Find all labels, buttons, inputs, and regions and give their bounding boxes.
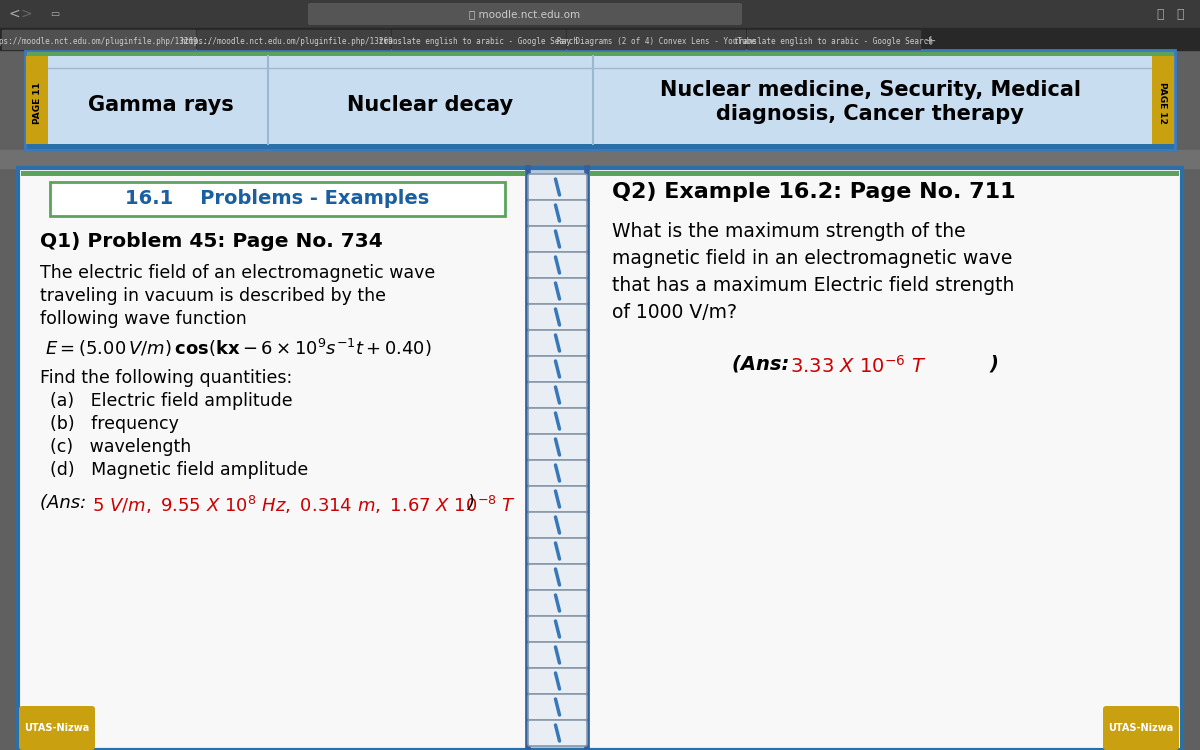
Text: translate english to arabic - Google Search: translate english to arabic - Google Sea… [734, 37, 932, 46]
Text: The electric field of an electromagnetic wave: The electric field of an electromagnetic… [40, 264, 436, 282]
FancyBboxPatch shape [528, 330, 587, 356]
Text: What is the maximum strength of the: What is the maximum strength of the [612, 222, 966, 241]
FancyBboxPatch shape [528, 252, 587, 278]
Bar [0, 0, 1200, 28]
FancyBboxPatch shape [528, 434, 587, 460]
FancyBboxPatch shape [528, 460, 587, 486]
Bar [18, 168, 1182, 750]
Text: ⎘: ⎘ [1157, 8, 1164, 20]
Text: PAGE 12: PAGE 12 [1158, 82, 1168, 124]
FancyBboxPatch shape [528, 200, 587, 226]
Text: ): ) [467, 494, 474, 512]
Bar [25, 50, 1175, 150]
Text: that has a maximum Electric field strength: that has a maximum Electric field streng… [612, 276, 1014, 295]
FancyBboxPatch shape [528, 668, 587, 694]
Text: <: < [8, 7, 20, 21]
Text: (a)   Electric field amplitude: (a) Electric field amplitude [50, 392, 293, 410]
Text: Q2) Example 16.2: Page No. 711: Q2) Example 16.2: Page No. 711 [612, 182, 1015, 202]
Bar [568, 30, 745, 49]
Text: Q1) Problem 45: Page No. 734: Q1) Problem 45: Page No. 734 [40, 232, 383, 251]
FancyBboxPatch shape [528, 304, 587, 330]
Text: $\mathit{3.33\ X\ 10^{-6}\ T}$: $\mathit{3.33\ X\ 10^{-6}\ T}$ [790, 355, 926, 377]
Text: diagnosis, Cancer therapy: diagnosis, Cancer therapy [716, 104, 1024, 124]
FancyBboxPatch shape [528, 564, 587, 590]
Text: ): ) [990, 355, 998, 374]
Bar [25, 144, 1175, 150]
Text: Ray Diagrams (2 of 4) Convex Lens - YouTube: Ray Diagrams (2 of 4) Convex Lens - YouT… [557, 37, 756, 46]
Text: magnetic field in an electromagnetic wave: magnetic field in an electromagnetic wav… [612, 249, 1013, 268]
Text: +: + [924, 34, 936, 48]
Text: of 1000 V/m?: of 1000 V/m? [612, 303, 737, 322]
Bar [197, 30, 390, 49]
Bar [0, 28, 1200, 50]
Text: ⧉: ⧉ [1176, 8, 1183, 20]
Text: UTAS-Nizwa: UTAS-Nizwa [24, 723, 90, 733]
Text: UTAS-Nizwa: UTAS-Nizwa [1109, 723, 1174, 733]
FancyBboxPatch shape [528, 538, 587, 564]
Text: Nuclear decay: Nuclear decay [348, 95, 514, 115]
Bar [0, 150, 1200, 168]
Text: $E = (5.00\,V/m)\,\mathbf{cos}(\mathbf{kx} - 6 \times 10^9s^{-1}t + 0.40)$: $E = (5.00\,V/m)\,\mathbf{cos}(\mathbf{k… [46, 337, 432, 359]
FancyBboxPatch shape [528, 616, 587, 642]
Text: (b)   frequency: (b) frequency [50, 415, 179, 433]
Bar [25, 50, 1175, 56]
Text: $\mathit{5\ V/m,\ 9.55\ X\ 10^8\ Hz,\ 0.314\ m,\ 1.67\ X\ 10^{-8}\ T}$: $\mathit{5\ V/m,\ 9.55\ X\ 10^8\ Hz,\ 0.… [92, 494, 516, 516]
Text: traveling in vacuum is described by the: traveling in vacuum is described by the [40, 287, 386, 305]
Text: ▭: ▭ [50, 9, 60, 19]
Text: translate english to arabic - Google Search: translate english to arabic - Google Sea… [379, 37, 578, 46]
FancyBboxPatch shape [528, 382, 587, 408]
Text: (Ans:: (Ans: [732, 355, 796, 374]
Bar [26, 56, 48, 144]
FancyBboxPatch shape [528, 590, 587, 616]
Text: PAGE 11: PAGE 11 [32, 82, 42, 124]
Text: Nuclear medicine, Security, Medical: Nuclear medicine, Security, Medical [660, 80, 1080, 100]
Text: following wave function: following wave function [40, 310, 247, 328]
Text: (Ans:: (Ans: [40, 494, 92, 512]
FancyBboxPatch shape [528, 720, 587, 746]
Text: >: > [20, 7, 32, 21]
Bar [2, 30, 194, 49]
Bar [392, 30, 565, 49]
Bar [18, 168, 1182, 750]
Bar [50, 182, 505, 216]
Text: Find the following quantities:: Find the following quantities: [40, 369, 293, 387]
FancyBboxPatch shape [528, 408, 587, 434]
FancyBboxPatch shape [528, 642, 587, 668]
FancyBboxPatch shape [528, 226, 587, 252]
Text: (d)   Magnetic field amplitude: (d) Magnetic field amplitude [50, 461, 308, 479]
FancyBboxPatch shape [528, 694, 587, 720]
Text: 🔒 moodle.nct.edu.om: 🔒 moodle.nct.edu.om [469, 9, 581, 19]
Bar [1152, 56, 1174, 144]
FancyBboxPatch shape [19, 706, 95, 750]
Text: (c)   wavelength: (c) wavelength [50, 438, 191, 456]
FancyBboxPatch shape [528, 278, 587, 304]
Text: https://moodle.nct.edu.om/pluginfile.php/13269...: https://moodle.nct.edu.om/pluginfile.php… [180, 37, 407, 46]
FancyBboxPatch shape [528, 512, 587, 538]
FancyBboxPatch shape [1103, 706, 1178, 750]
Bar [526, 168, 590, 750]
Text: 16.1    Problems - Examples: 16.1 Problems - Examples [125, 190, 430, 209]
Text: Gamma rays: Gamma rays [88, 95, 233, 115]
Bar [25, 50, 1175, 150]
Bar [746, 30, 920, 49]
FancyBboxPatch shape [528, 174, 587, 200]
Text: https://moodle.nct.edu.om/pluginfile.php/13269...: https://moodle.nct.edu.om/pluginfile.php… [0, 37, 212, 46]
FancyBboxPatch shape [528, 486, 587, 512]
FancyBboxPatch shape [308, 3, 742, 25]
FancyBboxPatch shape [528, 356, 587, 382]
Bar [22, 171, 1178, 176]
